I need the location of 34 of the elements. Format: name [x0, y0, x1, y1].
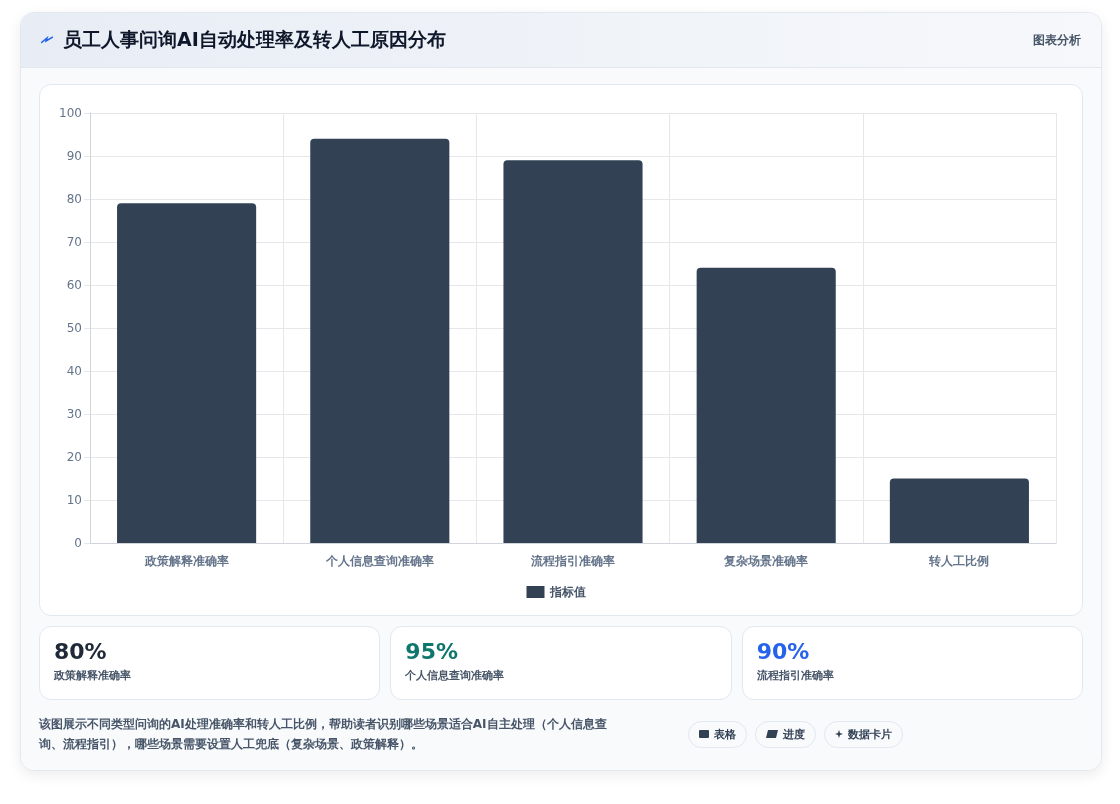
- text: 数据卡片: [848, 726, 892, 742]
- text: 80%: [54, 639, 108, 664]
- y-tick-label: 10: [66, 493, 82, 507]
- text: 进度: [783, 726, 805, 742]
- y-tick-label: 90: [66, 149, 82, 163]
- text: 图表分析: [1033, 31, 1081, 49]
- y-tick-label: 60: [66, 278, 82, 292]
- legend-label: 指标值: [548, 585, 586, 599]
- text: 90%: [756, 639, 811, 664]
- bar: [503, 160, 643, 543]
- x-tick-label: 流程指引准确率: [530, 554, 615, 568]
- y-tick-label: 80: [66, 192, 82, 206]
- x-tick-label: 复杂场景准确率: [723, 554, 809, 568]
- y-tick-label: 20: [66, 450, 82, 464]
- text: 政策解释准确率: [54, 668, 132, 683]
- y-tick-label: 0: [74, 536, 82, 550]
- bar: [310, 138, 450, 543]
- y-tick-label: 40: [66, 364, 82, 378]
- y-tick-label: 70: [66, 235, 82, 249]
- chart-title: 员工人事问询AI自动处理率及转人工原因分布: [63, 27, 446, 52]
- x-tick-label: 个人信息查询准确率: [324, 554, 434, 568]
- text: 表格: [714, 726, 736, 742]
- text: 95%: [405, 639, 459, 664]
- x-tick-label: 政策解释准确率: [143, 554, 229, 568]
- y-tick-label: 30: [66, 407, 82, 421]
- text: 该图展示不同类型问询的AI处理准确率和转人工比例，帮助读者识别哪些场景适合AI自主处理（个人信息查询、流程指引），哪些场景需要设置人工兜底（复杂场景、政策解释）。: [39, 716, 608, 753]
- text: 流程指引准确率: [756, 668, 835, 683]
- bar: [696, 267, 836, 543]
- x-tick-label: 转人工比例: [928, 554, 990, 568]
- bar: [889, 478, 1029, 543]
- text: 个人信息查询准确率: [405, 668, 506, 683]
- y-tick-label: 50: [66, 321, 82, 335]
- bar: [117, 203, 257, 543]
- y-tick-label: 100: [59, 106, 82, 120]
